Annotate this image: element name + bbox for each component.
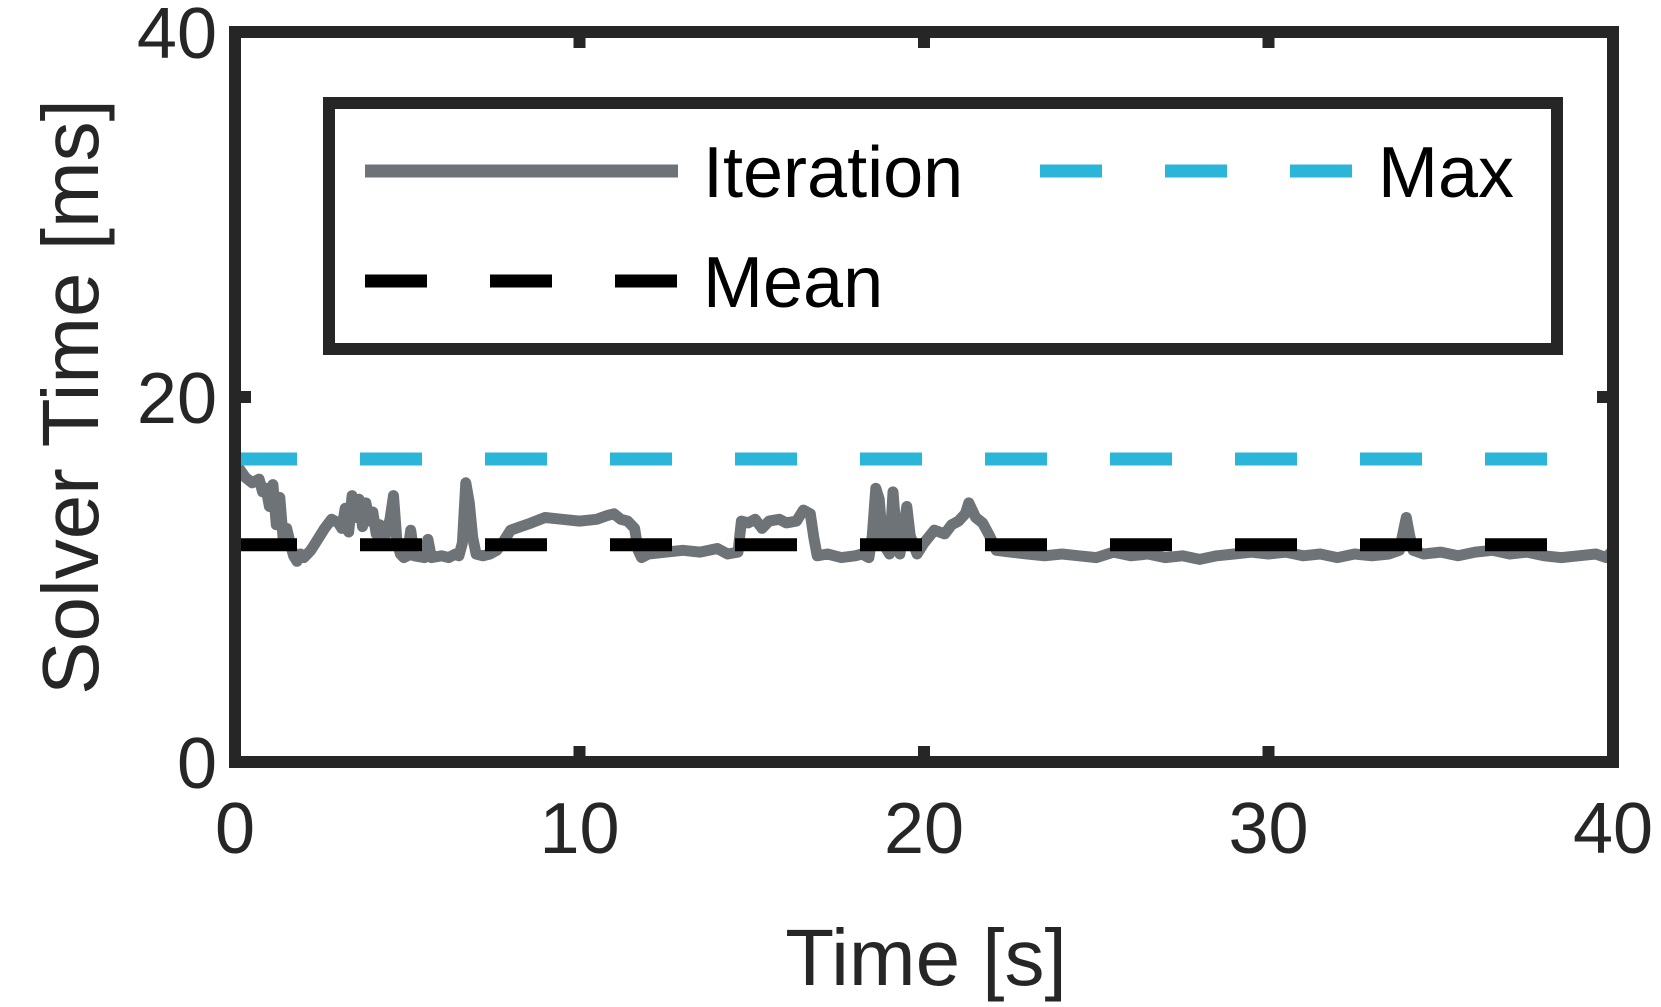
x-tick-label: 20 bbox=[884, 789, 964, 869]
y-tick-label: 40 bbox=[137, 0, 217, 74]
tick-labels: 0 10 20 30 40 0 20 40 bbox=[137, 0, 1653, 869]
x-tick-label: 0 bbox=[215, 789, 255, 869]
legend-label-mean: Mean bbox=[703, 243, 883, 323]
y-tick-label: 0 bbox=[177, 724, 217, 804]
y-axis-label: Solver Time [ms] bbox=[26, 99, 115, 695]
x-tick-label: 30 bbox=[1228, 789, 1308, 869]
series-iteration-line bbox=[235, 457, 1613, 567]
legend-box bbox=[323, 97, 1563, 355]
axes bbox=[229, 26, 1619, 768]
series-layer bbox=[235, 452, 1613, 567]
y-tick-label: 20 bbox=[137, 359, 217, 439]
x-axis-label: Time [s] bbox=[785, 913, 1066, 1002]
legend-label-iteration: Iteration bbox=[703, 133, 963, 213]
x-tick-label: 10 bbox=[539, 789, 619, 869]
x-tick-label: 40 bbox=[1573, 789, 1653, 869]
legend: Iteration Max Mean bbox=[323, 97, 1563, 355]
legend-label-max: Max bbox=[1378, 133, 1514, 213]
